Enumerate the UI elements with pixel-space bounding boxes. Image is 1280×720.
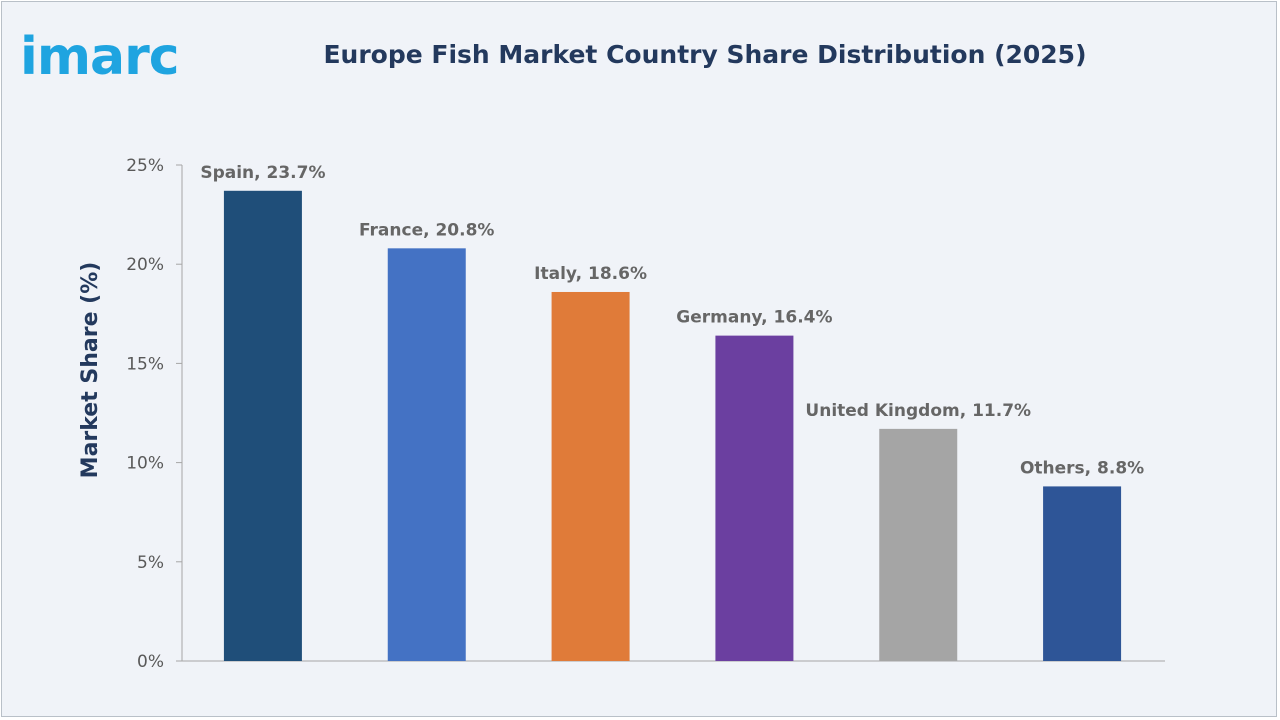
y-axis-label: Market Share (%): [78, 262, 103, 479]
y-tick-label: 25%: [126, 156, 164, 176]
data-label: Germany, 16.4%: [676, 308, 832, 328]
chart-title: Europe Fish Market Country Share Distrib…: [323, 40, 1087, 69]
bar-italy: [551, 291, 630, 661]
bar-layer: [223, 190, 1122, 662]
y-tick-label: 10%: [126, 454, 164, 474]
y-tick-label: 0%: [137, 652, 164, 672]
label-layer: Spain, 23.7% France, 20.8% Italy, 18.6% Ger…: [200, 163, 1144, 479]
y-tick-label: 15%: [126, 354, 164, 374]
bar-germany: [715, 335, 794, 661]
y-tick-label: 20%: [126, 255, 164, 275]
bar-france: [387, 248, 466, 661]
data-label: Italy, 18.6%: [534, 264, 647, 284]
bar-spain: [223, 190, 302, 662]
bar-others: [1043, 486, 1122, 661]
data-label: France, 20.8%: [359, 220, 494, 240]
data-label: Others, 8.8%: [1020, 458, 1144, 478]
y-tick-label: 5%: [137, 553, 164, 573]
bar-united-kingdom: [879, 428, 958, 661]
data-label: Spain, 23.7%: [200, 163, 325, 183]
data-label: United Kingdom, 11.7%: [805, 401, 1031, 421]
logo-text: imarc: [20, 27, 179, 87]
imarc-logo: imarc: [20, 27, 180, 87]
axis-layer: 0% 5% 10% 15% 20% 25%: [126, 156, 1165, 672]
